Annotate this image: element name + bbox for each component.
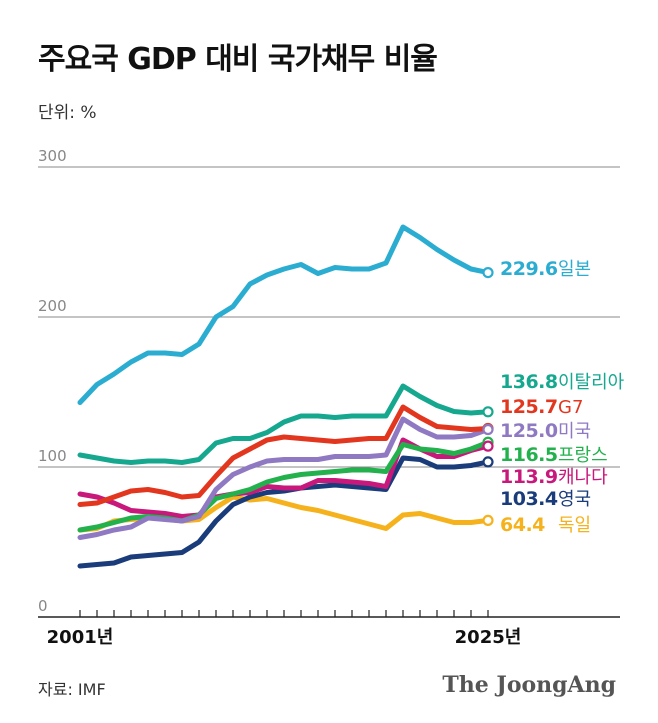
end-value-label-영국: 103.4: [500, 488, 558, 510]
y-tick-label-0: 0: [38, 597, 48, 615]
series-name-label-이탈리아: 이탈리아: [558, 372, 625, 393]
series-name-label-독일: 독일: [558, 515, 591, 536]
series-name-label-G7: G7: [558, 397, 583, 418]
y-tick-label-100: 100: [38, 447, 67, 465]
series-name-label-프랑스: 프랑스: [558, 445, 608, 466]
series-name-label-미국: 미국: [558, 421, 591, 442]
end-value-label-프랑스: 116.5: [500, 444, 558, 466]
end-value-label-독일: 64.4: [500, 514, 545, 536]
source-note: 자료: IMF: [38, 680, 106, 699]
chart-title: 주요국 GDP 대비 국가채무 비율: [38, 42, 438, 77]
y-tick-label-200: 200: [38, 297, 67, 315]
end-marker-영국: [482, 456, 494, 468]
series-line-일본: [77, 224, 491, 405]
x-tick-label-2001: 2001년: [47, 627, 114, 648]
end-marker-캐나다: [482, 440, 494, 452]
series-line-미국: [77, 416, 491, 540]
end-value-label-이탈리아: 136.8: [500, 371, 558, 393]
end-marker-독일: [482, 514, 494, 527]
end-marker-이탈리아: [482, 406, 494, 418]
series-lines: [77, 224, 494, 569]
end-value-label-캐나다: 113.9: [500, 466, 558, 488]
end-marker-미국: [482, 423, 494, 436]
x-tick-label-2025: 2025년: [455, 627, 522, 648]
series-name-label-영국: 영국: [558, 489, 591, 510]
unit-label: 단위: %: [38, 103, 97, 123]
series-line-G7: [77, 404, 491, 507]
end-value-label-일본: 229.6: [500, 258, 558, 280]
end-marker-일본: [482, 267, 494, 279]
end-value-label-G7: 125.7: [500, 396, 558, 418]
end-value-label-미국: 125.0: [500, 420, 558, 442]
grid-layer: 0 100 200 300 2001년 2025년: [38, 147, 620, 648]
y-tick-label-300: 300: [38, 147, 67, 165]
series-line-이탈리아: [77, 383, 491, 465]
brand-logo: The JoongAng: [442, 672, 616, 698]
series-line-영국: [77, 455, 491, 569]
series-name-label-캐나다: 캐나다: [558, 467, 608, 488]
series-name-label-일본: 일본: [558, 259, 591, 280]
